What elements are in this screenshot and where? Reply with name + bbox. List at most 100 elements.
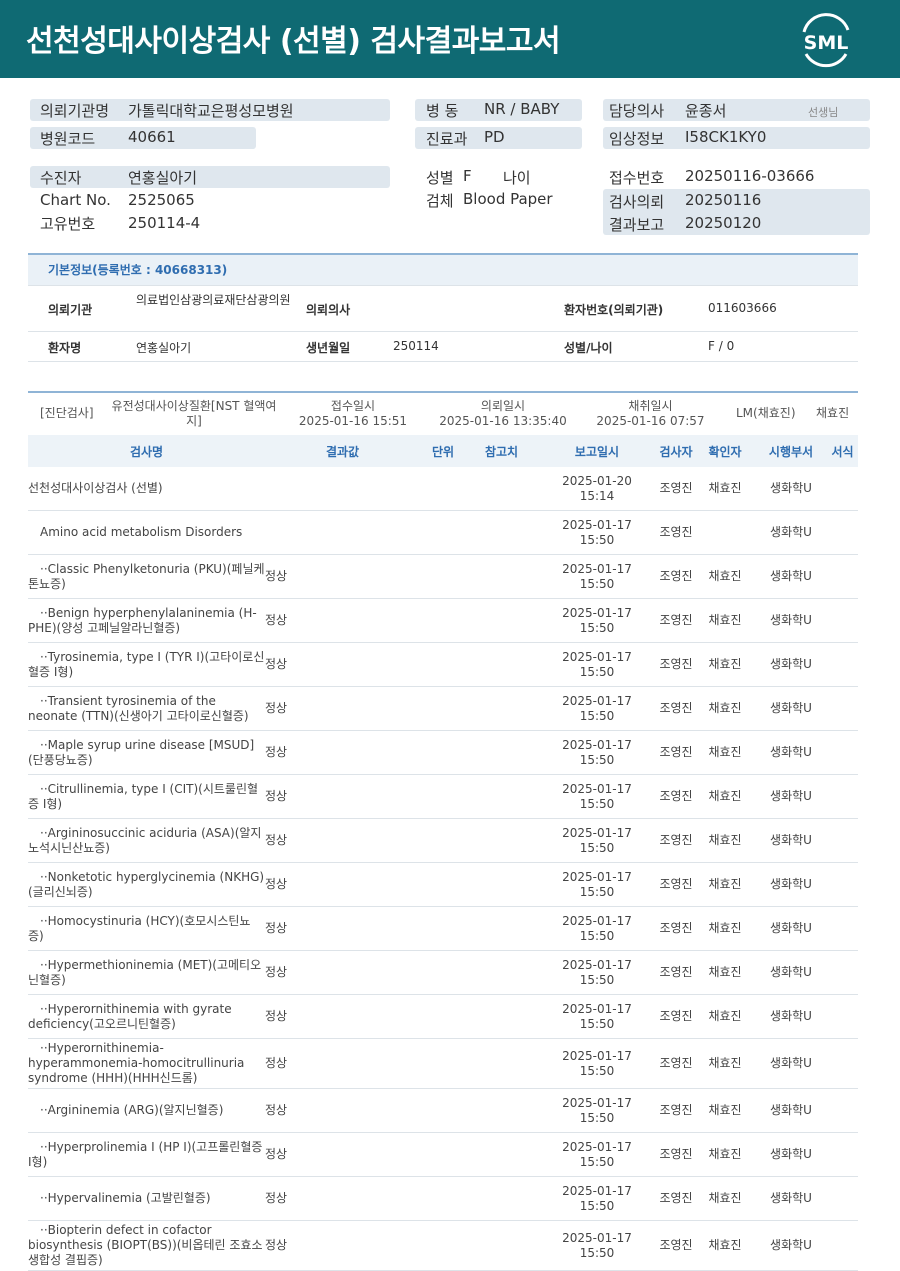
column-header: 검사자 [657, 435, 695, 467]
info-label: 성별 [426, 169, 454, 187]
report-hour: 15:50 [579, 1063, 615, 1078]
basic-value: F / 0 [708, 339, 735, 353]
confirmer-text: 채효진 [708, 569, 742, 583]
test-name-text: ··Nonketotic hyperglycinemia (NKHG)(글리신뇌… [28, 869, 265, 899]
confirmer [695, 510, 755, 555]
test-result: 정상 [265, 686, 420, 731]
form [827, 1038, 858, 1089]
result-row: ··Transient tyrosinemia of the neonate (… [28, 686, 858, 731]
table-header: 검사명 결과값 단위 참고치 보고일시 검사자 확인자 시행부서 서식 [28, 435, 858, 467]
info-label: 고유번호 [40, 215, 96, 233]
report-date: 2025-01-17 [562, 649, 632, 664]
reference [466, 1038, 537, 1089]
report-date: 2025-01-17 [562, 1139, 632, 1154]
report-hour: 15:50 [579, 708, 615, 723]
reference [466, 1132, 537, 1177]
column-header: 서식 [827, 435, 858, 467]
tester-text: 조영진 [659, 1056, 693, 1070]
confirmer-text: 채효진 [708, 745, 742, 759]
report-date: 2025-01-20 [562, 473, 632, 488]
dept: 생화학U [755, 774, 827, 819]
dept: 생화학U [755, 1038, 827, 1089]
unit [420, 1088, 466, 1133]
form [827, 862, 858, 907]
tester-text: 조영진 [659, 833, 693, 847]
table-body: 선천성대사이상검사 (선별) 2025-01-20 15:14 조영진 채효진 생화학U A… [28, 467, 858, 1271]
report-time: 2025-01-17 15:50 [537, 994, 657, 1039]
reference [466, 1220, 537, 1271]
reference [466, 994, 537, 1039]
confirmer-text: 채효진 [708, 1191, 742, 1205]
dept: 생화학U [755, 642, 827, 687]
info-suffix: 선생님 [808, 106, 839, 119]
tester: 조영진 [657, 862, 695, 907]
result-value: 정상 [265, 701, 288, 715]
test-name: ··Hyperprolinemia I (HP I)(고프롤린혈증 I형) [28, 1132, 265, 1177]
report-hour: 15:14 [579, 488, 615, 503]
info-label: 나이 [503, 169, 531, 187]
test-result: 정상 [265, 1038, 420, 1089]
unit [420, 598, 466, 643]
info-box [30, 127, 256, 149]
dept-text: 생화학U [770, 1191, 812, 1205]
reference [466, 642, 537, 687]
report-date: 2025-01-17 [562, 693, 632, 708]
confirmer: 채효진 [695, 598, 755, 643]
info-label: Chart No. [40, 191, 111, 209]
tester-text: 조영진 [659, 789, 693, 803]
basic-label: 의뢰의사 [306, 303, 351, 317]
info-label: 진료과 [426, 130, 468, 148]
test-name: ··Hyperornithinemia-hyperammonemia-homoc… [28, 1038, 265, 1089]
unit [420, 1038, 466, 1089]
test-group: 유전성대사이상질환[NST 혈액여지] [111, 399, 277, 428]
basic-title: 기본정보(등록번호 : 40668313) [28, 255, 858, 286]
report-time: 2025-01-17 15:50 [537, 686, 657, 731]
unit [420, 1176, 466, 1221]
dept-text: 생화학U [770, 657, 812, 671]
dept-text: 생화학U [770, 613, 812, 627]
report-time: 2025-01-17 15:50 [537, 950, 657, 995]
tester-text: 조영진 [659, 657, 693, 671]
form [827, 467, 858, 511]
info-box [603, 99, 870, 121]
reference [466, 774, 537, 819]
unit [420, 862, 466, 907]
basic-label: 환자번호(의뢰기관) [564, 303, 664, 317]
test-name: ··Hypermethioninemia (MET)(고메티오닌혈증) [28, 950, 265, 995]
tester: 조영진 [657, 510, 695, 555]
tester-text: 조영진 [659, 965, 693, 979]
unit [420, 467, 466, 511]
report-time: 2025-01-17 15:50 [537, 1176, 657, 1221]
report-date: 2025-01-17 [562, 1048, 632, 1063]
result-row: ··Homocystinuria (HCY)(호모시스틴뇨증) 정상 2025-01… [28, 906, 858, 951]
result-value: 정상 [265, 1009, 288, 1023]
report-hour: 15:50 [579, 1110, 615, 1125]
result-row: ··Hyperornithinemia-hyperammonemia-homoc… [28, 1038, 858, 1089]
confirmer: 채효진 [695, 906, 755, 951]
dept-text: 생화학U [770, 569, 812, 583]
dept: 생화학U [755, 862, 827, 907]
dept-text: 생화학U [770, 965, 812, 979]
tester-text: 조영진 [659, 701, 693, 715]
confirmer-text: 채효진 [708, 481, 742, 495]
test-name-text: ··Biopterin defect in cofactor biosynthe… [28, 1223, 263, 1267]
confirmer: 채효진 [695, 950, 755, 995]
report-time: 2025-01-17 15:50 [537, 730, 657, 775]
report-date: 2025-01-17 [562, 825, 632, 840]
result-row: ··Argininemia (ARG)(알지닌혈증) 정상 2025-01-17 15… [28, 1088, 858, 1133]
reference [466, 1176, 537, 1221]
info-label: 담당의사 [609, 102, 665, 120]
info-value: 20250120 [685, 214, 762, 232]
form [827, 1176, 858, 1221]
unit [420, 950, 466, 995]
column-header: 결과값 [265, 435, 420, 467]
result-value: 정상 [265, 965, 288, 979]
tester: 조영진 [657, 1132, 695, 1177]
reference [466, 467, 537, 511]
test-name-text: ··Homocystinuria (HCY)(호모시스틴뇨증) [28, 913, 251, 943]
test-result [265, 467, 420, 511]
meta-label: 의뢰일시 [480, 399, 526, 413]
meta-value: 2025-01-16 07:57 [596, 414, 705, 428]
basic-row: 의뢰기관 의료법인삼광의료재단삼광의원 의뢰의사 환자번호(의뢰기관) 0116… [28, 286, 858, 332]
